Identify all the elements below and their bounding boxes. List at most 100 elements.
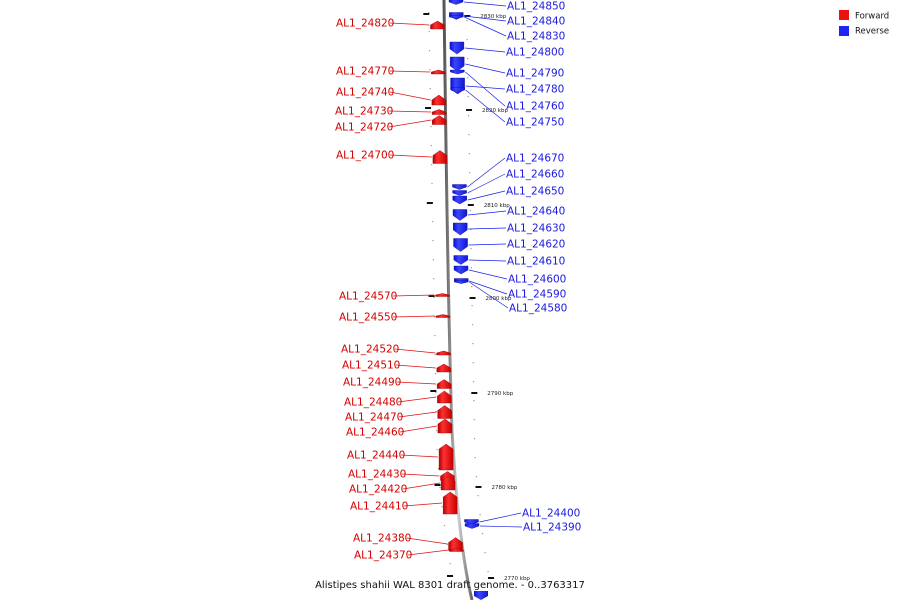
reverse-gene-label[interactable]: AL1_24400 <box>522 508 580 520</box>
reverse-gene-label[interactable]: AL1_24630 <box>507 223 565 235</box>
reverse-gene-label[interactable]: AL1_24640 <box>507 206 565 218</box>
forward-gene-glyph[interactable] <box>430 20 445 30</box>
forward-gene-glyph[interactable] <box>437 405 452 419</box>
reverse-gene-label[interactable]: AL1_24750 <box>506 117 564 129</box>
forward-gene-label[interactable]: AL1_24460 <box>346 427 404 439</box>
guide-dots <box>428 12 489 573</box>
reverse-gene-glyph[interactable] <box>453 265 469 275</box>
forward-gene-glyph[interactable] <box>442 491 458 515</box>
axis-tick <box>475 486 482 488</box>
reverse-gene-glyph[interactable] <box>449 56 465 72</box>
guide-dot <box>466 39 468 41</box>
forward-gene-glyph[interactable] <box>436 379 452 389</box>
reverse-gene-label[interactable]: AL1_24790 <box>506 68 564 80</box>
forward-gene-label[interactable]: AL1_24440 <box>347 450 405 462</box>
forward-gene-glyph[interactable] <box>436 350 451 356</box>
reverse-gene-glyph[interactable] <box>452 184 467 190</box>
reverse-gene-label[interactable]: AL1_24670 <box>506 153 564 165</box>
forward-gene-glyph[interactable] <box>449 548 464 552</box>
reverse-gene-glyph[interactable] <box>453 255 469 265</box>
reverse-gene-label[interactable]: AL1_24620 <box>507 239 565 251</box>
forward-gene-label[interactable]: AL1_24430 <box>348 469 406 481</box>
reverse-gene-label[interactable]: AL1_24600 <box>508 274 566 286</box>
reverse-gene-glyph[interactable] <box>450 69 465 75</box>
forward-gene-label[interactable]: AL1_24770 <box>336 66 394 78</box>
forward-gene-label[interactable]: AL1_24520 <box>341 344 399 356</box>
reverse-gene-leader <box>468 243 507 246</box>
guide-dot <box>431 183 433 185</box>
guide-dot <box>434 354 436 356</box>
forward-gene-glyph[interactable] <box>432 115 447 125</box>
forward-gene-label[interactable]: AL1_24420 <box>349 484 407 496</box>
forward-gene-label[interactable]: AL1_24490 <box>343 377 401 389</box>
forward-gene-leader <box>394 348 436 354</box>
forward-gene-label[interactable]: AL1_24730 <box>335 106 393 118</box>
forward-gene-leader <box>399 425 437 433</box>
reverse-gene-label[interactable]: AL1_24850 <box>507 1 565 13</box>
forward-gene-label[interactable]: AL1_24480 <box>344 397 402 409</box>
guide-dot <box>446 544 448 546</box>
guide-dot <box>467 115 470 117</box>
reverse-gene-label[interactable]: AL1_24610 <box>507 256 565 268</box>
guide-dot <box>474 457 476 459</box>
reverse-gene-glyph[interactable] <box>452 190 467 196</box>
axis-tick-label: 2830 kbp <box>480 14 506 20</box>
reverse-gene-glyph[interactable] <box>453 222 468 236</box>
reverse-gene-glyph[interactable] <box>452 195 467 205</box>
reverse-gene-label[interactable]: AL1_24800 <box>506 47 564 59</box>
forward-gene-glyph[interactable] <box>437 418 453 434</box>
reverse-gene-glyph[interactable] <box>464 523 480 529</box>
guide-dot <box>466 58 469 60</box>
forward-gene-glyph[interactable] <box>440 475 456 491</box>
forward-gene-glyph[interactable] <box>432 150 448 164</box>
forward-gene-label[interactable]: AL1_24820 <box>336 18 394 30</box>
guide-dot <box>472 381 475 383</box>
reverse-gene-label[interactable]: AL1_24780 <box>506 84 564 96</box>
forward-gene-glyph[interactable] <box>431 94 447 106</box>
reverse-gene-label[interactable]: AL1_24760 <box>506 101 564 113</box>
reverse-gene-glyph[interactable] <box>453 238 468 252</box>
reverse-gene-label[interactable]: AL1_24840 <box>507 16 565 28</box>
reverse-gene-glyph[interactable] <box>449 15 464 19</box>
reverse-gene-glyph[interactable] <box>452 209 468 221</box>
forward-gene-leader <box>403 502 443 507</box>
guide-dot <box>433 316 436 318</box>
forward-gene-label[interactable]: AL1_24740 <box>336 87 394 99</box>
forward-gene-label[interactable]: AL1_24470 <box>345 412 403 424</box>
axis-tick <box>469 297 476 299</box>
reverse-gene-label[interactable]: AL1_24660 <box>506 169 564 181</box>
forward-gene-leader <box>389 154 432 158</box>
reverse-gene-label[interactable]: AL1_24650 <box>506 186 564 198</box>
forward-gene-label[interactable]: AL1_24570 <box>339 291 397 303</box>
forward-gene-leader <box>407 549 449 556</box>
reverse-gene-glyph[interactable] <box>448 0 464 5</box>
reverse-gene-glyph[interactable] <box>449 41 465 55</box>
reverse-gene-glyph[interactable] <box>454 280 469 284</box>
reverse-gene-glyph[interactable] <box>464 519 479 525</box>
reverse-gene-label[interactable]: AL1_24580 <box>509 303 567 315</box>
guide-dot <box>437 468 440 470</box>
forward-gene-label[interactable]: AL1_24700 <box>336 150 394 162</box>
reverse-gene-glyph[interactable] <box>450 87 465 93</box>
forward-gene-glyph[interactable] <box>435 314 451 318</box>
forward-gene-glyph[interactable] <box>438 443 454 471</box>
forward-gene-label[interactable]: AL1_24370 <box>354 550 412 562</box>
reverse-gene-glyph[interactable] <box>474 591 488 600</box>
legend: Forward Reverse <box>839 10 889 37</box>
forward-gene-label[interactable]: AL1_24720 <box>335 122 393 134</box>
guide-dot <box>470 229 472 231</box>
reverse-gene-label[interactable]: AL1_24830 <box>507 31 565 43</box>
forward-gene-label[interactable]: AL1_24510 <box>342 360 400 372</box>
forward-gene-glyph[interactable] <box>431 69 446 75</box>
reverse-gene-label[interactable]: AL1_24390 <box>523 522 581 534</box>
forward-gene-label[interactable]: AL1_24410 <box>350 501 408 513</box>
forward-gene-glyph[interactable] <box>435 293 450 297</box>
forward-gene-glyph[interactable] <box>437 390 452 404</box>
forward-gene-label[interactable]: AL1_24380 <box>353 533 411 545</box>
forward-gene-glyph[interactable] <box>431 109 447 115</box>
legend-swatch-forward <box>839 10 849 20</box>
forward-gene-label[interactable]: AL1_24550 <box>339 312 397 324</box>
forward-gene-glyph[interactable] <box>436 363 452 373</box>
reverse-gene-label[interactable]: AL1_24590 <box>508 289 566 301</box>
